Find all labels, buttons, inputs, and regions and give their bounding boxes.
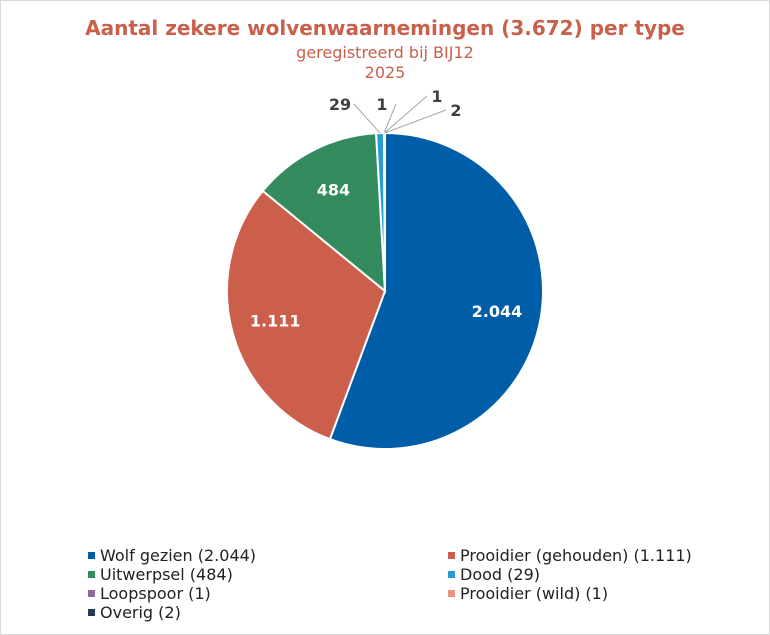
data-label-1: 1.111 [250,312,301,331]
leader-line-4 [383,103,397,134]
legend: Wolf gezien (2.044) Prooidier (gehouden)… [88,546,728,622]
legend-swatch [448,552,455,559]
pie-slice-6 [383,131,386,292]
legend-label: Uitwerpsel (484) [100,565,233,584]
pie-slice-1 [226,189,387,441]
legend-item: Prooidier (gehouden) (1.111) [448,546,728,565]
legend-label: Loopspoor (1) [100,584,211,603]
pie-slice-2 [261,132,387,294]
chart-year: 2025 [364,63,406,82]
legend-swatch [88,590,95,597]
legend-label: Prooidier (wild) (1) [460,584,609,603]
legend-swatch [88,571,95,578]
legend-label: Dood (29) [460,565,540,584]
data-label-6: 2 [450,101,461,120]
legend-item: Loopspoor (1) [88,584,448,603]
legend-item: Dood (29) [448,565,728,584]
legend-item: Uitwerpsel (484) [88,565,448,584]
chart-subtitle: geregistreerd bij BIJ12 [296,43,474,62]
data-label-5: 1 [431,87,442,106]
data-label-2: 484 [317,181,350,200]
data-label-4: 1 [376,95,387,114]
legend-item: Wolf gezien (2.044) [88,546,448,565]
legend-item: Overig (2) [88,603,448,622]
legend-swatch [88,552,95,559]
pie-slice-0 [328,131,544,450]
data-label-3: 29 [329,95,351,114]
data-label-0: 2.044 [472,302,523,321]
legend-label: Overig (2) [100,603,181,622]
legend-item: Prooidier (wild) (1) [448,584,728,603]
legend-label: Wolf gezien (2.044) [100,546,257,565]
chart-title: Aantal zekere wolvenwaarnemingen (3.672)… [85,16,685,40]
leader-line-6 [384,109,447,134]
legend-swatch [88,609,95,616]
legend-label: Prooidier (gehouden) (1.111) [460,546,692,565]
legend-swatch [448,571,455,578]
legend-swatch [448,590,455,597]
leader-line-5 [383,95,428,134]
leader-line-3 [353,103,381,134]
